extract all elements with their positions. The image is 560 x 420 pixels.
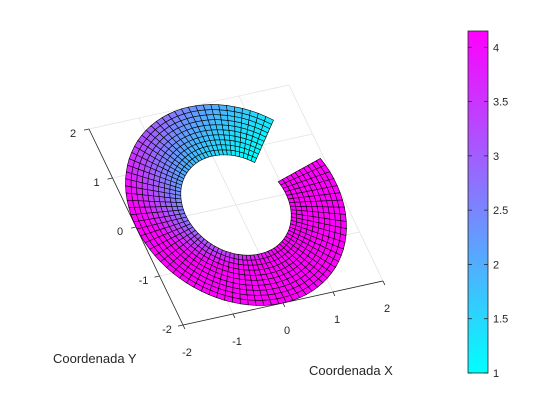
surface-patch — [164, 196, 172, 203]
surface-patch — [130, 179, 138, 189]
y-axis-label: Coordenada Y — [53, 351, 137, 366]
y-tick-mark — [130, 226, 137, 229]
x-tick-mark — [382, 280, 386, 286]
surface-patch — [136, 187, 143, 196]
surface-patch — [329, 218, 336, 227]
y-tick-mark — [177, 324, 184, 327]
surface-patch — [339, 213, 347, 222]
surface-patch — [239, 298, 249, 306]
surface-patch — [226, 105, 235, 112]
surface-patch — [328, 212, 336, 221]
x-tick-label: 0 — [284, 325, 290, 337]
x-tick-mark — [232, 313, 236, 319]
x-tick-mark — [332, 291, 336, 297]
colorbar-tick-label: 3.5 — [493, 97, 508, 109]
surface-patch — [220, 114, 229, 121]
y-tick-mark — [107, 177, 113, 180]
surface-patch — [247, 299, 257, 306]
surface-patch — [126, 199, 135, 208]
surface-patch — [301, 210, 309, 217]
y-tick-mark — [83, 128, 90, 131]
y-tick-label: 1 — [93, 177, 99, 189]
surface-patch — [125, 192, 133, 201]
y-tick-label: -2 — [162, 324, 172, 336]
colorbar-tick-label: 1 — [493, 368, 499, 380]
colorbar-tick-label: 1.5 — [493, 314, 508, 326]
x-tick-mark — [182, 324, 186, 330]
surface-patch — [338, 206, 346, 215]
surface-patch — [141, 188, 149, 196]
colorbar: 1 1.5 2 2.5 3 3.5 4 — [467, 30, 508, 380]
surface-patch — [125, 185, 132, 194]
surface-patch — [175, 198, 182, 203]
surface-patch — [315, 158, 326, 168]
x-tick-labels: -2 -1 0 1 2 — [182, 303, 390, 359]
y-tick-mark — [154, 275, 160, 278]
colorbar-tick-label: 4 — [493, 42, 499, 54]
colorbar-tick-label: 3 — [493, 151, 499, 163]
surface-patch — [340, 220, 347, 229]
surface-patch — [152, 190, 160, 197]
x-tick-label: 1 — [334, 314, 340, 326]
x-tick-mark — [282, 302, 286, 308]
surface-patch — [334, 219, 342, 228]
x-tick-label: 2 — [384, 303, 390, 315]
colorbar-tick-label: 2 — [493, 259, 499, 271]
surface-patch — [312, 211, 320, 218]
colorbar-tick-label: 2.5 — [493, 205, 508, 217]
colorbar-ticks: 1 1.5 2 2.5 3 3.5 4 — [468, 42, 508, 380]
x-tick-label: -2 — [182, 347, 192, 359]
surface-patch — [125, 178, 132, 188]
surface-patch — [130, 186, 138, 195]
y-tick-labels: -2 -1 0 1 2 — [70, 128, 172, 336]
colorbar-gradient — [467, 30, 489, 374]
surface-patch — [323, 212, 331, 220]
surface-patch — [158, 191, 165, 198]
x-tick-label: -1 — [232, 336, 242, 348]
surface-patch — [218, 104, 228, 111]
surface-patch — [317, 211, 325, 219]
x-axis-label: Coordenada X — [309, 363, 393, 378]
y-tick-label: 2 — [70, 128, 76, 140]
y-tick-label: -1 — [139, 275, 149, 287]
surface-patch — [306, 210, 314, 217]
annulus-surface — [125, 104, 347, 306]
y-tick-label: 0 — [117, 226, 123, 238]
surface-patch — [147, 189, 154, 197]
